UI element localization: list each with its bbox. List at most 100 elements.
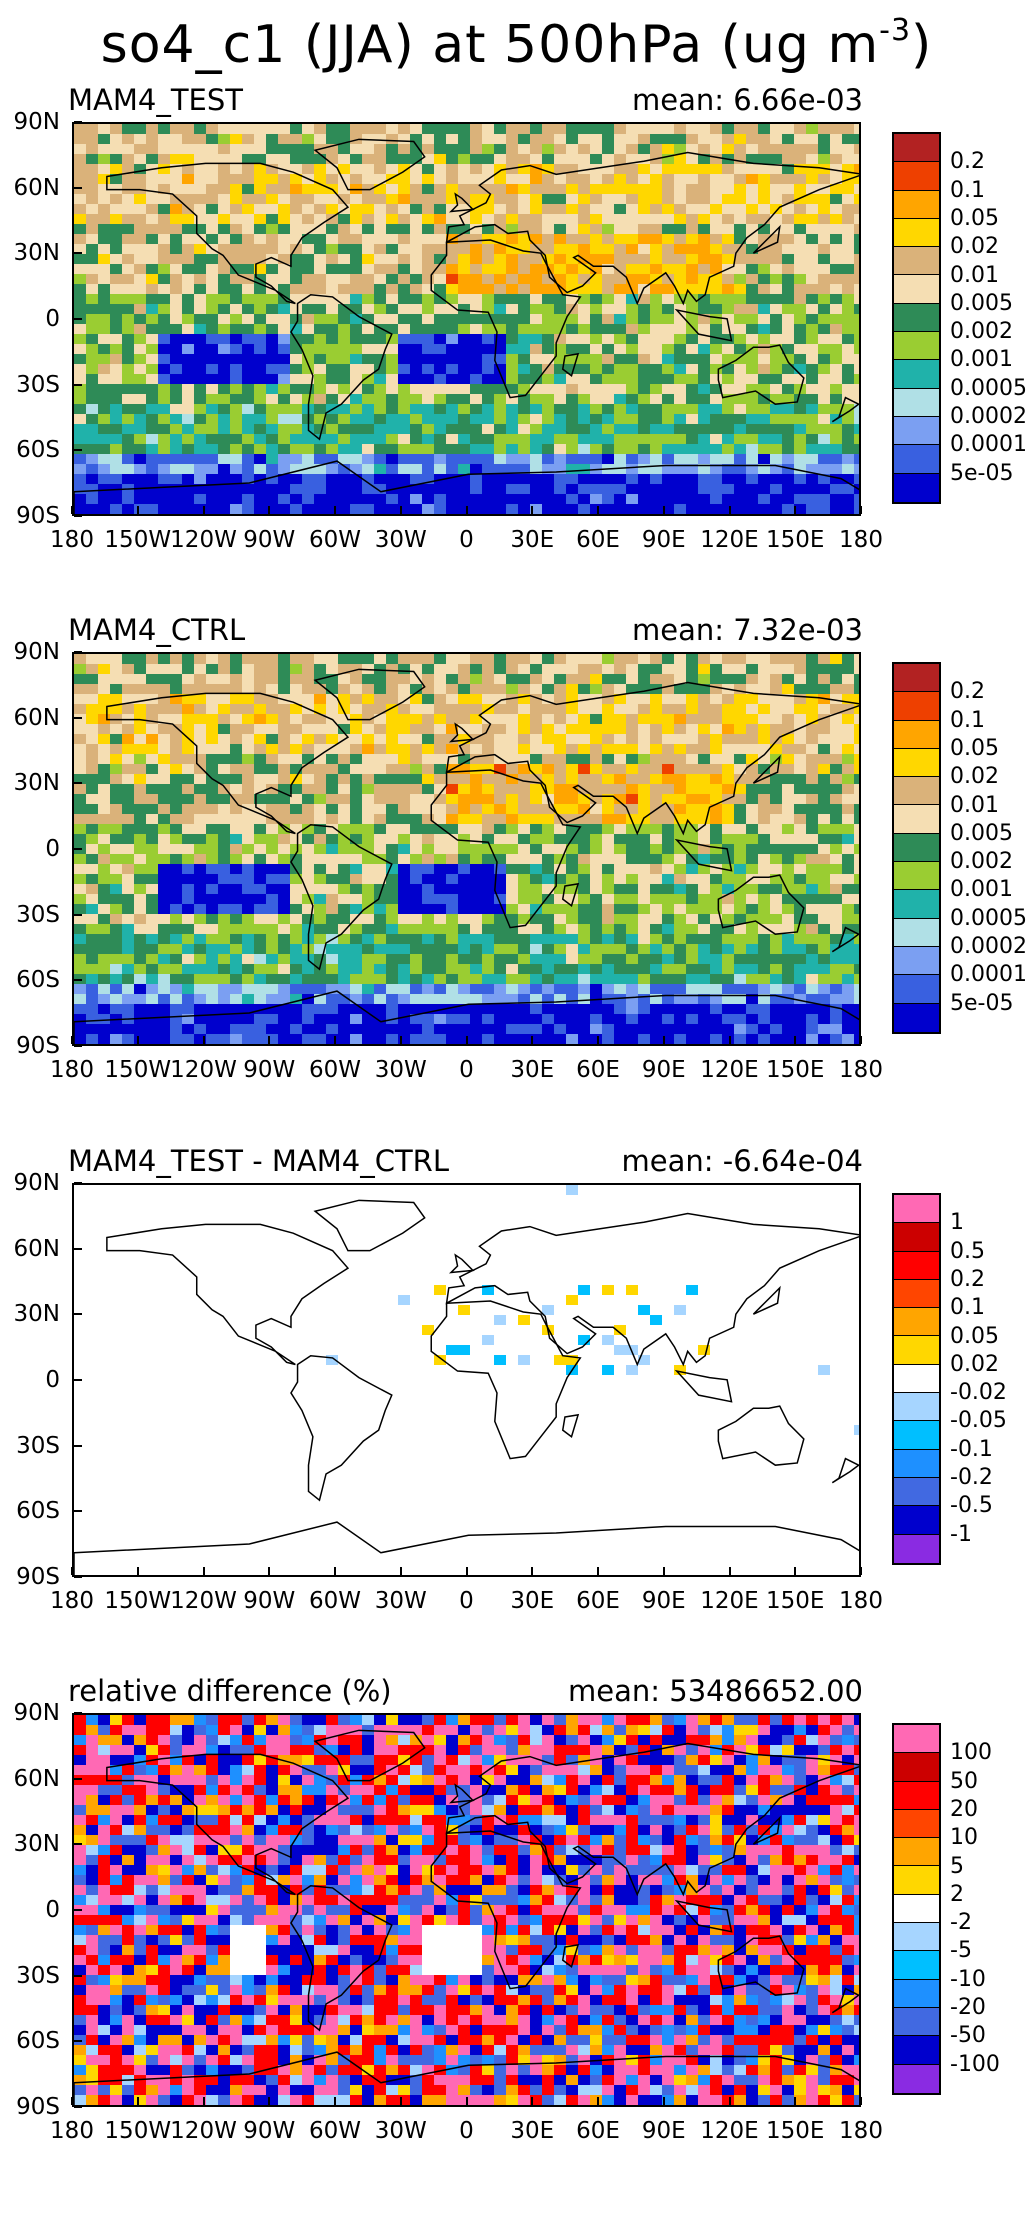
coastline-11 <box>561 1943 580 1968</box>
colorbar-swatch <box>894 1393 939 1422</box>
colorbar-swatch <box>894 1923 939 1952</box>
lon-tick-label: 30W <box>374 527 427 553</box>
coastline-3 <box>430 769 582 929</box>
colorbar-tick-label: 0.002 <box>950 849 1013 875</box>
lon-tick-label: 60E <box>576 1057 620 1083</box>
coastline-9 <box>752 754 781 784</box>
lat-tick-label: 30S <box>16 371 60 398</box>
colorbar-tick-label: 0.002 <box>950 319 1013 345</box>
lat-tick-label: 90S <box>16 2094 60 2120</box>
colorbar-tick-label: -1 <box>950 1521 972 1547</box>
lon-tick-label: 120E <box>700 527 759 553</box>
coastline-3 <box>430 239 582 399</box>
lon-tick-label: 120E <box>700 1588 759 1614</box>
colorbar-swatch <box>894 1781 939 1810</box>
lon-tick-label: 120W <box>170 1588 237 1614</box>
colorbar-tick-label: 0.001 <box>950 877 1013 903</box>
lon-tick <box>202 1567 205 1575</box>
colorbar-swatch <box>894 1809 939 1839</box>
figure-title-text: so4_c1 (JJA) at 500hPa (ug m <box>100 15 880 75</box>
colorbar-swatch <box>894 833 939 863</box>
lon-tick-label: 0 <box>459 2118 474 2144</box>
lat-tick-label: 60S <box>16 437 60 464</box>
coastline-9 <box>752 1285 781 1315</box>
colorbar-swatch <box>894 332 939 361</box>
colorbar-tick-label: 0.1 <box>950 177 985 203</box>
lon-tick <box>334 2097 336 2105</box>
colorbar-tick-label: -0.02 <box>950 1380 1007 1406</box>
lat-tick-label: 0 <box>45 306 60 332</box>
lat-tick-label: 90S <box>16 503 60 529</box>
lon-tick-label: 0 <box>459 1057 474 1083</box>
lon-tick <box>268 1036 271 1044</box>
colorbar-tick-label: 0.005 <box>950 820 1013 846</box>
lat-tick <box>74 1974 82 1977</box>
map-panel-3: MAM4_TEST - MAM4_CTRL mean: -6.64e-04 90N 6… <box>0 1143 1033 1683</box>
coastline-8 <box>448 1783 475 1804</box>
lon-tick-label: 180 <box>839 1057 883 1083</box>
lat-tick-label: 60S <box>16 1498 60 1525</box>
lon-tick <box>202 2097 205 2105</box>
panel-title: MAM4_CTRL <box>68 613 246 647</box>
lat-tick-label: 90N <box>13 1170 60 1196</box>
coastline-1 <box>106 162 350 305</box>
figure-title: so4_c1 (JJA) at 500hPa (ug m-3) <box>0 0 1033 76</box>
colorbar-swatch <box>894 692 939 721</box>
colorbar-tick-label: 0.1 <box>950 707 985 733</box>
colorbar-tick-label: 0.02 <box>950 1351 999 1377</box>
colorbar-tick-label: -2 <box>950 1910 972 1936</box>
lon-tick-label: 30W <box>374 1057 427 1083</box>
coastline-7 <box>74 1521 859 1575</box>
lat-tick <box>74 121 82 123</box>
lat-tick <box>74 1182 82 1184</box>
colorbar-swatch <box>894 1725 939 1754</box>
panel-title: relative difference (%) <box>68 1674 392 1708</box>
lon-tick <box>136 506 139 514</box>
lon-tick <box>728 2097 731 2105</box>
lat-tick <box>74 651 82 653</box>
coastline-6 <box>313 1199 426 1252</box>
coastline-9 <box>752 224 781 254</box>
lat-tick-label: 90N <box>13 109 60 135</box>
lon-tick-label: 90E <box>641 2118 686 2144</box>
map-plot-area <box>72 1183 861 1577</box>
lon-tick-label: 60E <box>576 2118 620 2144</box>
colorbar-tick-label: 100 <box>950 1740 992 1766</box>
lon-tick-label: 90E <box>641 527 686 553</box>
coastline-1 <box>106 1223 350 1366</box>
colorbar <box>892 662 941 1034</box>
lon-tick-label: 120E <box>700 2118 759 2144</box>
coastline-12 <box>831 1457 859 1484</box>
lon-tick-label: 30E <box>510 1057 555 1083</box>
lon-tick-label: 0 <box>459 1588 474 1614</box>
lon-tick-label: 180 <box>50 1057 94 1083</box>
colorbar-tick-label: 0.01 <box>950 792 999 818</box>
lat-tick <box>74 716 82 719</box>
coastline-4 <box>445 1742 859 1897</box>
colorbar-tick-label: 0.05 <box>950 735 999 761</box>
colorbar-tick-label: 0.5 <box>950 1238 985 1264</box>
lon-tick-label: 60W <box>308 1057 362 1083</box>
colorbar-swatch <box>894 805 939 834</box>
colorbar-swatch <box>894 2064 939 2093</box>
lat-tick-label: 60S <box>16 967 60 994</box>
coastline-1 <box>106 692 350 835</box>
lon-tick-label: 150W <box>104 527 172 553</box>
colorbar-swatch <box>894 1534 939 1563</box>
lon-tick <box>662 1036 665 1044</box>
lon-tick <box>794 1036 797 1044</box>
colorbar-tick-label: 0.0005 <box>950 905 1027 931</box>
colorbar-tick-label: -5 <box>950 1938 972 1964</box>
lat-tick <box>74 1444 82 1447</box>
lat-tick <box>74 1909 82 1911</box>
colorbar-swatch <box>894 1251 939 1280</box>
lon-tick <box>662 506 665 514</box>
lat-tick <box>74 1510 82 1513</box>
lat-tick-label: 60N <box>13 704 60 731</box>
lon-tick <box>334 506 336 514</box>
lon-tick-label: 180 <box>839 1588 883 1614</box>
panel-title: MAM4_TEST - MAM4_CTRL <box>68 1144 449 1178</box>
colorbar-swatch <box>894 777 939 806</box>
lon-tick-label: 150W <box>104 1057 172 1083</box>
lat-tick-label: 30N <box>13 770 60 797</box>
